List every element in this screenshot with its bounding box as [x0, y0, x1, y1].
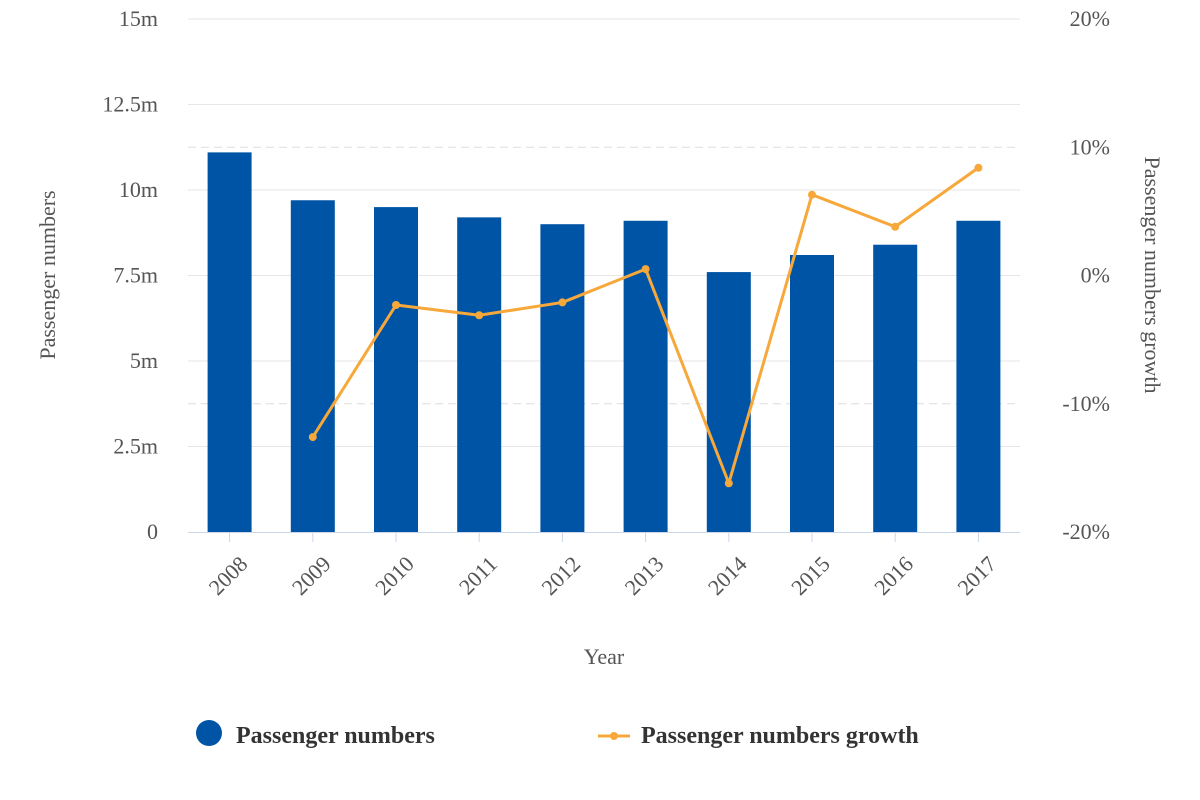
x-tick-label: 2016	[869, 551, 918, 600]
y-axis-left-title: Passenger numbers	[35, 190, 60, 359]
x-tick-label: 2017	[952, 551, 1001, 600]
growth-point-2011[interactable]	[475, 311, 484, 320]
bar-2010[interactable]	[374, 207, 418, 532]
x-tick-label: 2014	[703, 551, 752, 600]
bar-2016[interactable]	[873, 244, 918, 532]
y-tick-label-right: 20%	[1070, 6, 1110, 31]
bar-2008[interactable]	[207, 152, 252, 532]
y-axis-right-title: Passenger numbers growth	[1140, 156, 1165, 393]
legend-item-passenger-numbers[interactable]: Passenger numbers	[196, 720, 435, 749]
y-tick-label-right: -20%	[1062, 519, 1110, 544]
growth-point-2016[interactable]	[891, 222, 900, 231]
growth-point-2014[interactable]	[724, 479, 733, 488]
growth-point-2009[interactable]	[308, 433, 317, 442]
bar-series	[207, 152, 1001, 533]
bar-2009[interactable]	[290, 200, 335, 532]
growth-point-2017[interactable]	[974, 163, 983, 172]
y-tick-label-left: 7.5m	[113, 263, 158, 288]
y-tick-label-right: 0%	[1081, 263, 1110, 288]
y-tick-label-right: 10%	[1070, 134, 1110, 159]
y-tick-label-right: -10%	[1062, 391, 1110, 416]
x-tick-label: 2009	[287, 551, 336, 600]
x-axis: 2008 2009 2010 2011 2012 2013 2014 2015 2016 2017	[188, 532, 1020, 600]
y-tick-label-left: 10m	[119, 177, 158, 202]
legend: Passenger numbers Passenger numbers grow…	[196, 720, 919, 749]
legend-label-passenger-numbers-growth: Passenger numbers growth	[641, 723, 919, 749]
bar-2017[interactable]	[956, 220, 1001, 532]
legend-item-passenger-numbers-growth[interactable]: Passenger numbers growth	[598, 723, 919, 749]
x-tick-label: 2013	[620, 551, 669, 600]
y-tick-label-left: 5m	[130, 348, 158, 373]
x-tick-label: 2012	[536, 551, 585, 600]
y-axis-left: 0 2.5m 5m 7.5m 10m 12.5m 15m	[102, 6, 158, 544]
legend-label-passenger-numbers: Passenger numbers	[236, 723, 435, 749]
bar-2014[interactable]	[706, 272, 751, 532]
bar-2015[interactable]	[790, 254, 834, 533]
growth-point-2010[interactable]	[392, 300, 400, 309]
growth-point-2015[interactable]	[808, 190, 816, 199]
bar-2012[interactable]	[540, 224, 585, 532]
bar-2011[interactable]	[457, 217, 502, 533]
growth-point-2013[interactable]	[641, 265, 650, 274]
y-tick-label-left: 12.5m	[102, 92, 158, 117]
legend-bar-swatch	[196, 720, 222, 746]
legend-line-marker	[610, 732, 618, 740]
growth-point-2012[interactable]	[558, 298, 567, 307]
x-tick-label: 2010	[370, 551, 419, 600]
line-series	[308, 163, 983, 488]
y-tick-label-left: 15m	[119, 6, 158, 31]
x-axis-title: Year	[584, 644, 625, 669]
y-tick-label-left: 2.5m	[113, 434, 158, 459]
y-axis-right: -20% -10% 0% 10% 20%	[1062, 6, 1110, 544]
x-tick-label: 2008	[204, 551, 253, 600]
x-tick-label: 2011	[454, 551, 502, 599]
y-tick-label-left: 0	[147, 519, 158, 544]
x-tick-label: 2015	[786, 551, 835, 600]
